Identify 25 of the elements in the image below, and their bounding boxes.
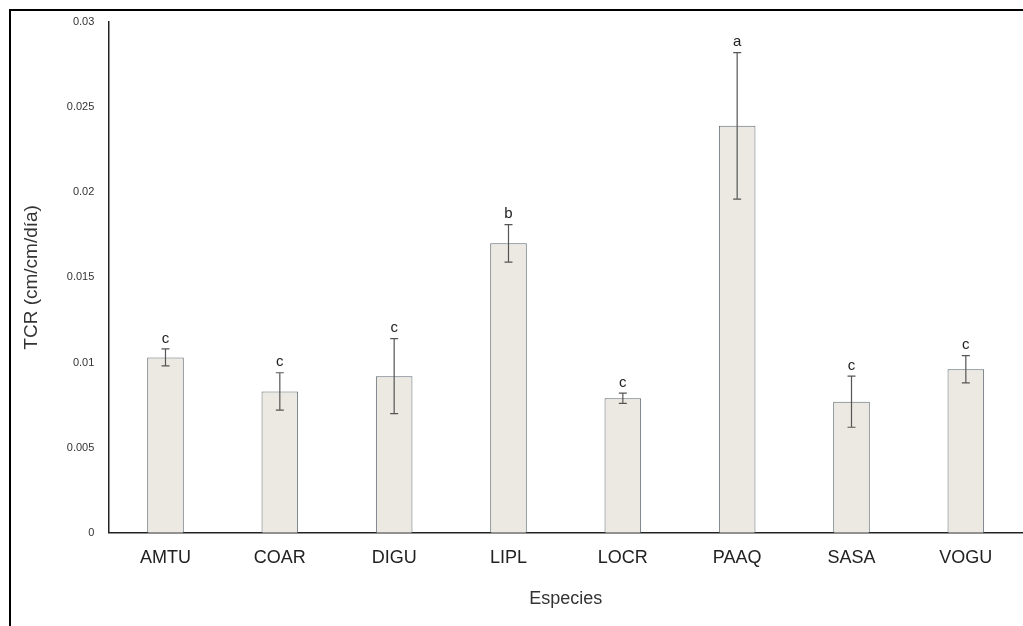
annotation: c bbox=[962, 335, 971, 353]
annotation: c bbox=[161, 328, 170, 346]
y-axis-title: TCR (cm/cm/día) bbox=[19, 205, 41, 350]
x-tick-label: PAAQ bbox=[712, 546, 762, 567]
annotation: c bbox=[847, 355, 856, 373]
x-tick-label: AMTU bbox=[139, 546, 191, 567]
y-tick-label: 0 bbox=[88, 525, 95, 538]
x-tick-label: LOCR bbox=[597, 546, 648, 567]
y-tick-label: 0.01 bbox=[72, 355, 95, 368]
x-tick-label: DIGU bbox=[371, 546, 417, 567]
annotation: a bbox=[732, 32, 742, 50]
annotation: c bbox=[619, 372, 628, 390]
annotation: b bbox=[504, 204, 513, 222]
x-tick-label: COAR bbox=[253, 546, 306, 567]
x-tick-label: SASA bbox=[827, 546, 876, 567]
y-tick-label: 0.015 bbox=[66, 270, 95, 283]
y-tick-label: 0.03 bbox=[72, 15, 95, 28]
x-axis-title: Especies bbox=[529, 588, 603, 609]
annotation: c bbox=[390, 318, 399, 336]
y-tick-label: 0.005 bbox=[66, 440, 95, 453]
x-tick-label: LIPL bbox=[489, 546, 528, 567]
x-tick-label: VOGU bbox=[939, 546, 993, 567]
y-tick-label: 0.025 bbox=[66, 100, 95, 113]
annotation: c bbox=[276, 352, 285, 370]
y-tick-label: 0.02 bbox=[72, 185, 95, 198]
